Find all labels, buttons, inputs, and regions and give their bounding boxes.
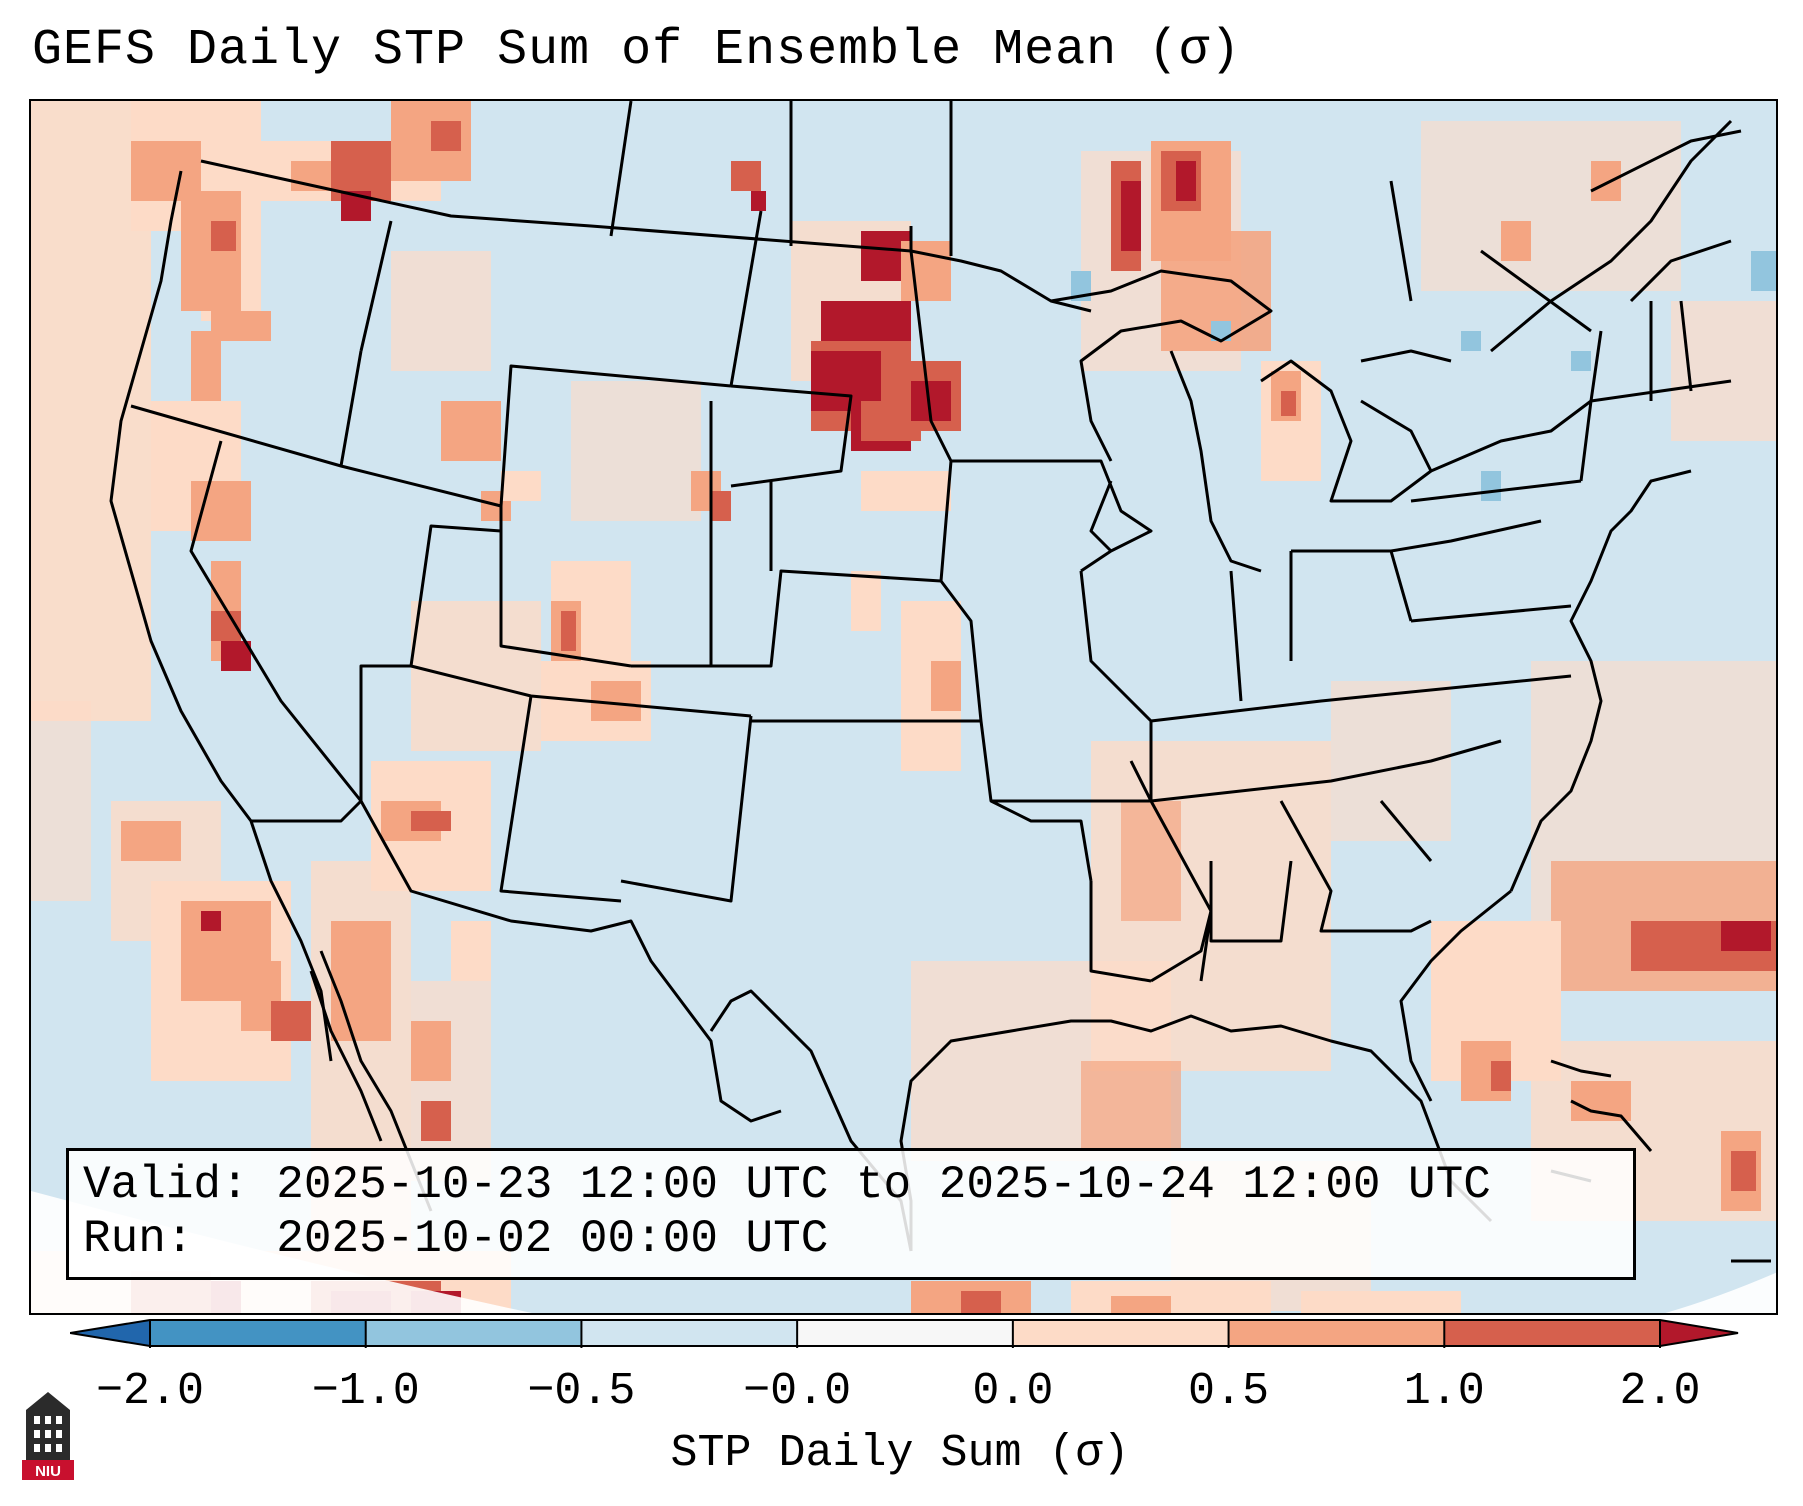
valid-label: Valid: <box>83 1159 249 1211</box>
colorbar-bin <box>1444 1320 1661 1346</box>
validity-info-box: Valid: 2025-10-23 12:00 UTC to 2025-10-2… <box>66 1148 1636 1280</box>
colorbar-bin <box>365 1320 582 1346</box>
colorbar-tick-label: −1.0 <box>311 1366 420 1417</box>
colorbar-bin <box>1012 1320 1230 1346</box>
page-title: GEFS Daily STP Sum of Ensemble Mean (σ) <box>32 22 1242 79</box>
out-of-domain-sw <box>31 1191 533 1313</box>
run-time: 2025-10-02 00:00 UTC <box>276 1213 829 1265</box>
logo-text: NIU <box>35 1463 61 1480</box>
stp-field <box>31 101 1776 1313</box>
out-of-domain-se <box>1665 1272 1776 1313</box>
university-building-logo-icon: NIU <box>22 1392 74 1480</box>
colorbar-tick-label: 1.0 <box>1403 1366 1485 1417</box>
map-panel <box>29 99 1778 1315</box>
colorbar-label: STP Daily Sum (σ) <box>670 1428 1130 1479</box>
colorbar-under-arrow <box>70 1320 150 1346</box>
valid-time-range: 2025-10-23 12:00 UTC to 2025-10-24 12:00… <box>276 1159 1491 1211</box>
colorbar-tick-label: −2.0 <box>95 1366 205 1417</box>
colorbar-over-arrow <box>1660 1320 1738 1346</box>
colorbar-tick-label: 0.0 <box>972 1366 1054 1417</box>
colorbar-tick-label: 0.5 <box>1188 1366 1270 1417</box>
conus-map <box>31 101 1776 1313</box>
state-boundaries <box>109 101 1771 1263</box>
colorbar-bin <box>1228 1320 1445 1346</box>
run-label: Run: <box>83 1213 194 1265</box>
colorbar-bin <box>150 1320 367 1346</box>
colorbar-bin <box>581 1320 798 1346</box>
colorbar-tick-label: −0.5 <box>527 1366 636 1417</box>
colorbar-bin <box>797 1320 1014 1346</box>
colorbar-tick-label: 2.0 <box>1619 1366 1701 1417</box>
colorbar-tick-label: −0.0 <box>743 1366 852 1417</box>
colorbar <box>70 1319 1739 1348</box>
